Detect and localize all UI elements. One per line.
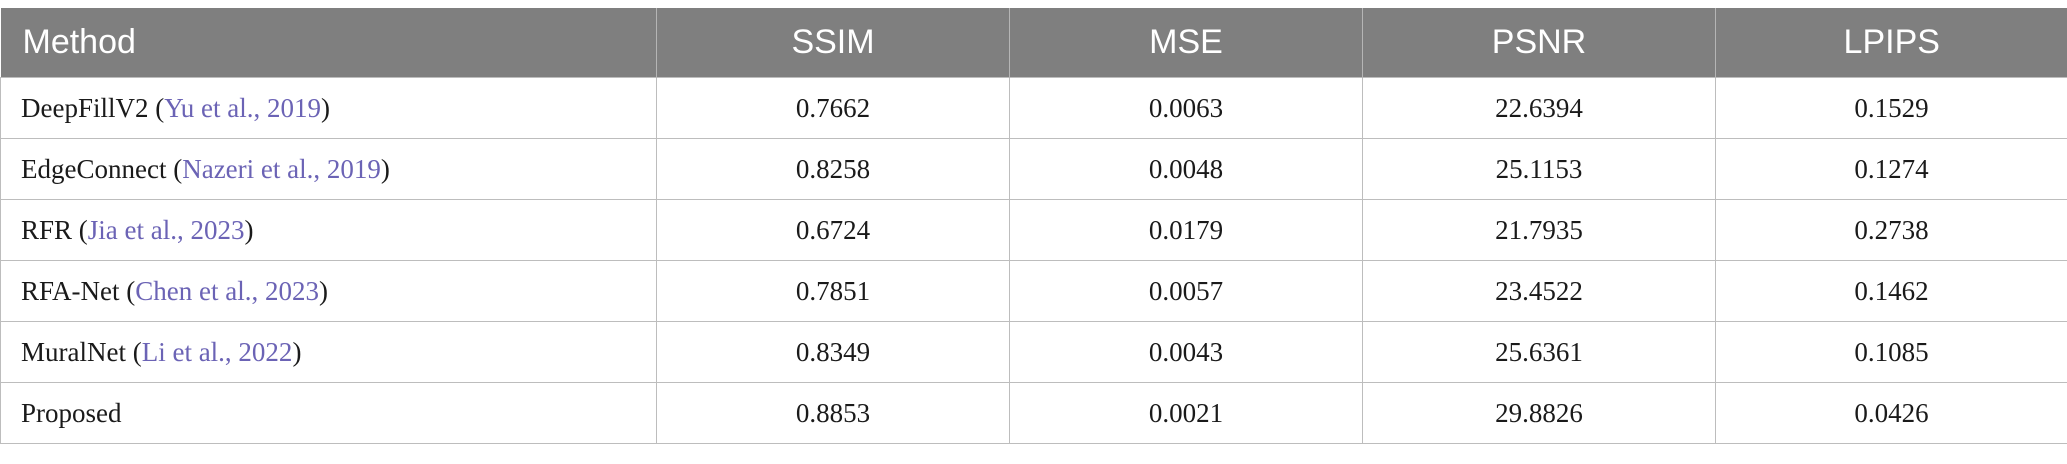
- citation-link[interactable]: Chen et al., 2023: [135, 275, 319, 306]
- paren-close: ): [318, 275, 328, 306]
- ssim-cell: 0.8349: [656, 321, 1010, 383]
- psnr-cell: 25.6361: [1362, 321, 1716, 383]
- psnr-cell: 21.7935: [1362, 199, 1716, 261]
- results-table-container: Method SSIM MSE PSNR LPIPS DeepFillV2 (Y…: [0, 8, 2067, 444]
- citation-link[interactable]: Yu et al., 2019: [164, 92, 321, 123]
- lpips-cell: 0.1462: [1715, 260, 2067, 322]
- lpips-cell: 0.0426: [1715, 382, 2067, 444]
- ssim-cell: 0.8853: [656, 382, 1010, 444]
- lpips-cell: 0.1529: [1715, 77, 2067, 139]
- mse-cell: 0.0179: [1009, 199, 1363, 261]
- psnr-cell: 29.8826: [1362, 382, 1716, 444]
- paren-open: (: [72, 214, 88, 245]
- header-method: Method: [0, 8, 657, 78]
- method-name: MuralNet: [21, 336, 126, 367]
- table-body: DeepFillV2 (Yu et al., 2019) 0.7662 0.00…: [0, 77, 2067, 444]
- paren-open: (: [166, 153, 183, 184]
- method-cell: RFR (Jia et al., 2023): [0, 199, 657, 261]
- method-name: Proposed: [21, 397, 122, 428]
- mse-cell: 0.0021: [1009, 382, 1363, 444]
- header-mse: MSE: [1009, 8, 1363, 78]
- paren-close: ): [320, 92, 330, 123]
- method-cell: DeepFillV2 (Yu et al., 2019): [0, 77, 657, 139]
- ssim-cell: 0.8258: [656, 138, 1010, 200]
- method-name: RFR: [21, 214, 73, 245]
- paren-open: (: [125, 336, 142, 367]
- ssim-cell: 0.7851: [656, 260, 1010, 322]
- lpips-cell: 0.2738: [1715, 199, 2067, 261]
- psnr-cell: 25.1153: [1362, 138, 1716, 200]
- comparison-table: Method SSIM MSE PSNR LPIPS DeepFillV2 (Y…: [0, 8, 2067, 444]
- ssim-cell: 0.7662: [656, 77, 1010, 139]
- citation-link[interactable]: Nazeri et al., 2019: [182, 153, 381, 184]
- lpips-cell: 0.1274: [1715, 138, 2067, 200]
- header-psnr: PSNR: [1362, 8, 1716, 78]
- mse-cell: 0.0043: [1009, 321, 1363, 383]
- table-row: DeepFillV2 (Yu et al., 2019) 0.7662 0.00…: [0, 77, 2067, 139]
- table-header: Method SSIM MSE PSNR LPIPS: [0, 8, 2067, 78]
- table-row: MuralNet (Li et al., 2022) 0.8349 0.0043…: [0, 321, 2067, 383]
- table-row: EdgeConnect (Nazeri et al., 2019) 0.8258…: [0, 138, 2067, 200]
- method-cell: EdgeConnect (Nazeri et al., 2019): [0, 138, 657, 200]
- paren-open: (: [119, 275, 136, 306]
- mse-cell: 0.0048: [1009, 138, 1363, 200]
- paren-close: ): [380, 153, 390, 184]
- table-row: Proposed 0.8853 0.0021 29.8826 0.0426: [0, 382, 2067, 444]
- method-name: EdgeConnect: [21, 153, 167, 184]
- ssim-cell: 0.6724: [656, 199, 1010, 261]
- citation-link[interactable]: Jia et al., 2023: [87, 214, 245, 245]
- mse-cell: 0.0063: [1009, 77, 1363, 139]
- method-cell: MuralNet (Li et al., 2022): [0, 321, 657, 383]
- method-name: DeepFillV2: [21, 92, 149, 123]
- citation-link[interactable]: Li et al., 2022: [141, 336, 293, 367]
- table-row: RFR (Jia et al., 2023) 0.6724 0.0179 21.…: [0, 199, 2067, 261]
- header-ssim: SSIM: [656, 8, 1010, 78]
- psnr-cell: 23.4522: [1362, 260, 1716, 322]
- psnr-cell: 22.6394: [1362, 77, 1716, 139]
- method-cell: RFA-Net (Chen et al., 2023): [0, 260, 657, 322]
- header-row: Method SSIM MSE PSNR LPIPS: [0, 8, 2067, 78]
- method-cell: Proposed: [0, 382, 657, 444]
- paren-close: ): [292, 336, 302, 367]
- header-lpips: LPIPS: [1715, 8, 2067, 78]
- paren-open: (: [148, 92, 165, 123]
- method-name: RFA-Net: [21, 275, 120, 306]
- table-row: RFA-Net (Chen et al., 2023) 0.7851 0.005…: [0, 260, 2067, 322]
- paren-close: ): [244, 214, 254, 245]
- lpips-cell: 0.1085: [1715, 321, 2067, 383]
- mse-cell: 0.0057: [1009, 260, 1363, 322]
